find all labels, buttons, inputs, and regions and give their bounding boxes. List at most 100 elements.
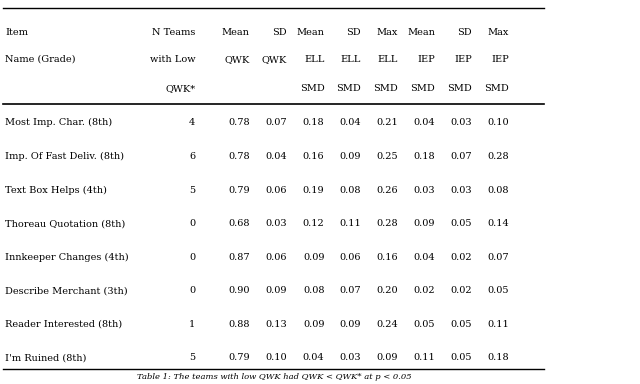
- Text: Most Imp. Char. (8th): Most Imp. Char. (8th): [5, 118, 112, 127]
- Text: 0.28: 0.28: [376, 219, 398, 228]
- Text: 0.04: 0.04: [339, 118, 361, 127]
- Text: 0.18: 0.18: [413, 152, 435, 161]
- Text: 0.07: 0.07: [450, 152, 472, 161]
- Text: 0.05: 0.05: [450, 353, 472, 362]
- Text: SMD: SMD: [336, 84, 361, 93]
- Text: 0.03: 0.03: [339, 353, 361, 362]
- Text: Text Box Helps (4th): Text Box Helps (4th): [5, 185, 107, 195]
- Text: 0.09: 0.09: [339, 152, 361, 161]
- Text: 0.08: 0.08: [339, 185, 361, 195]
- Text: 0.68: 0.68: [228, 219, 250, 228]
- Text: 0.03: 0.03: [413, 185, 435, 195]
- Text: 0.79: 0.79: [228, 353, 250, 362]
- Text: 0.25: 0.25: [376, 152, 398, 161]
- Text: 5: 5: [189, 353, 195, 362]
- Text: 0.06: 0.06: [339, 253, 361, 262]
- Text: SMD: SMD: [373, 84, 398, 93]
- Text: 0.05: 0.05: [450, 219, 472, 228]
- Text: SMD: SMD: [447, 84, 472, 93]
- Text: 0.11: 0.11: [413, 353, 435, 362]
- Text: Max: Max: [488, 28, 509, 37]
- Text: 0.20: 0.20: [376, 286, 398, 295]
- Text: 0.02: 0.02: [450, 286, 472, 295]
- Text: 0.11: 0.11: [487, 320, 509, 329]
- Text: 0.07: 0.07: [265, 118, 287, 127]
- Text: 0.06: 0.06: [265, 185, 287, 195]
- Text: SMD: SMD: [484, 84, 509, 93]
- Text: 0.14: 0.14: [487, 219, 509, 228]
- Text: SD: SD: [457, 28, 472, 37]
- Text: 0.09: 0.09: [413, 219, 435, 228]
- Text: 0.19: 0.19: [303, 185, 324, 195]
- Text: 0.09: 0.09: [303, 320, 324, 329]
- Text: 0.18: 0.18: [303, 118, 324, 127]
- Text: 0.10: 0.10: [487, 118, 509, 127]
- Text: 0: 0: [189, 253, 195, 262]
- Text: 0.06: 0.06: [265, 253, 287, 262]
- Text: SMD: SMD: [300, 84, 324, 93]
- Text: I'm Ruined (8th): I'm Ruined (8th): [5, 353, 86, 362]
- Text: Imp. Of Fast Deliv. (8th): Imp. Of Fast Deliv. (8th): [5, 152, 124, 161]
- Text: 1: 1: [189, 320, 195, 329]
- Text: 0.04: 0.04: [303, 353, 324, 362]
- Text: 0.09: 0.09: [303, 253, 324, 262]
- Text: 0.07: 0.07: [487, 253, 509, 262]
- Text: 0.16: 0.16: [303, 152, 324, 161]
- Text: 0.88: 0.88: [228, 320, 250, 329]
- Text: 0.28: 0.28: [487, 152, 509, 161]
- Text: with Low: with Low: [150, 55, 195, 64]
- Text: 0.13: 0.13: [265, 320, 287, 329]
- Text: Mean: Mean: [221, 28, 250, 37]
- Text: N Teams: N Teams: [152, 28, 195, 37]
- Text: SMD: SMD: [410, 84, 435, 93]
- Text: 0.04: 0.04: [413, 253, 435, 262]
- Text: Name (Grade): Name (Grade): [5, 55, 76, 64]
- Text: 6: 6: [189, 152, 195, 161]
- Text: Mean: Mean: [296, 28, 324, 37]
- Text: 0.90: 0.90: [228, 286, 250, 295]
- Text: Innkeeper Changes (4th): Innkeeper Changes (4th): [5, 253, 129, 262]
- Text: 0.05: 0.05: [487, 286, 509, 295]
- Text: 0.08: 0.08: [487, 185, 509, 195]
- Text: ELL: ELL: [378, 55, 398, 64]
- Text: 0.09: 0.09: [265, 286, 287, 295]
- Text: 0.87: 0.87: [228, 253, 250, 262]
- Text: 0.11: 0.11: [339, 219, 361, 228]
- Text: 0.10: 0.10: [265, 353, 287, 362]
- Text: Mean: Mean: [407, 28, 435, 37]
- Text: 0.04: 0.04: [413, 118, 435, 127]
- Text: 0.08: 0.08: [303, 286, 324, 295]
- Text: 0.16: 0.16: [376, 253, 398, 262]
- Text: QWK: QWK: [262, 55, 287, 64]
- Text: IEP: IEP: [454, 55, 472, 64]
- Text: 0: 0: [189, 286, 195, 295]
- Text: Thoreau Quotation (8th): Thoreau Quotation (8th): [5, 219, 125, 228]
- Text: Reader Interested (8th): Reader Interested (8th): [5, 320, 122, 329]
- Text: 0.26: 0.26: [376, 185, 398, 195]
- Text: 0.12: 0.12: [303, 219, 324, 228]
- Text: 0.79: 0.79: [228, 185, 250, 195]
- Text: 0.03: 0.03: [265, 219, 287, 228]
- Text: IEP: IEP: [491, 55, 509, 64]
- Text: 0.78: 0.78: [228, 152, 250, 161]
- Text: 0.21: 0.21: [376, 118, 398, 127]
- Text: 0.03: 0.03: [450, 118, 472, 127]
- Text: 0.09: 0.09: [376, 353, 398, 362]
- Text: SD: SD: [346, 28, 361, 37]
- Text: Table 1: The teams with low QWK had QWK < QWK* at p < 0.05: Table 1: The teams with low QWK had QWK …: [136, 373, 412, 381]
- Text: Describe Merchant (3th): Describe Merchant (3th): [5, 286, 128, 295]
- Text: QWK*: QWK*: [165, 84, 195, 93]
- Text: 0.02: 0.02: [450, 253, 472, 262]
- Text: QWK: QWK: [225, 55, 250, 64]
- Text: 0.05: 0.05: [450, 320, 472, 329]
- Text: IEP: IEP: [417, 55, 435, 64]
- Text: 0.03: 0.03: [450, 185, 472, 195]
- Text: 0.07: 0.07: [339, 286, 361, 295]
- Text: SD: SD: [272, 28, 287, 37]
- Text: ELL: ELL: [304, 55, 324, 64]
- Text: 0: 0: [189, 219, 195, 228]
- Text: 5: 5: [189, 185, 195, 195]
- Text: Max: Max: [377, 28, 398, 37]
- Text: 0.18: 0.18: [487, 353, 509, 362]
- Text: 4: 4: [189, 118, 195, 127]
